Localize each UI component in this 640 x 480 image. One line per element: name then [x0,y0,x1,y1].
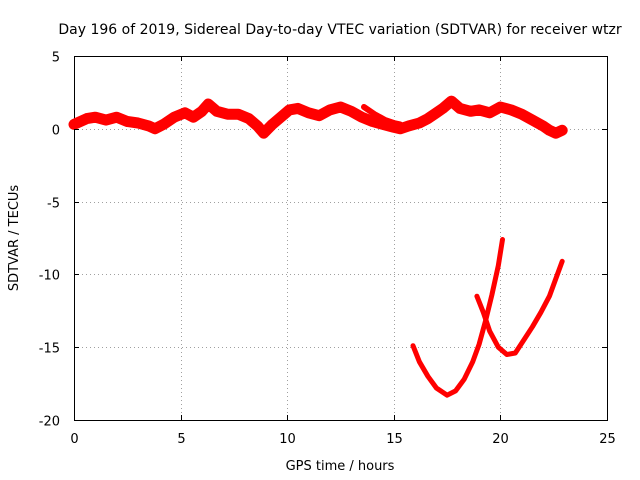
series-secondary-band [361,104,404,128]
series-layer [68,95,568,398]
x-tick-label: 25 [599,432,616,447]
plot-frame [74,56,608,421]
x-tick-label: 0 [70,432,78,447]
tick-labels: 0 5 10 15 20 25 5 0 -5 -10 -15 -20 [39,51,616,448]
x-tick-label: 5 [177,432,185,447]
x-tick-label: 10 [279,432,296,447]
x-axis-label: GPS time / hours [286,459,395,474]
y-axis-label: SDTVAR / TECUs [7,185,22,292]
y-tick-label: -15 [39,342,60,357]
series-arc-b [474,258,565,357]
chart-title: Day 196 of 2019, Sidereal Day-to-day VTE… [58,22,622,38]
y-tick-label: -20 [39,415,60,430]
series-main-band [68,95,568,139]
y-tick-label: -10 [39,269,60,284]
y-tick-label: 5 [52,51,60,66]
x-tick-label: 20 [492,432,509,447]
y-tick-label: 0 [52,124,60,139]
y-tick-label: -5 [47,197,60,212]
series-arc-a [410,237,505,398]
x-tick-label: 15 [386,432,403,447]
